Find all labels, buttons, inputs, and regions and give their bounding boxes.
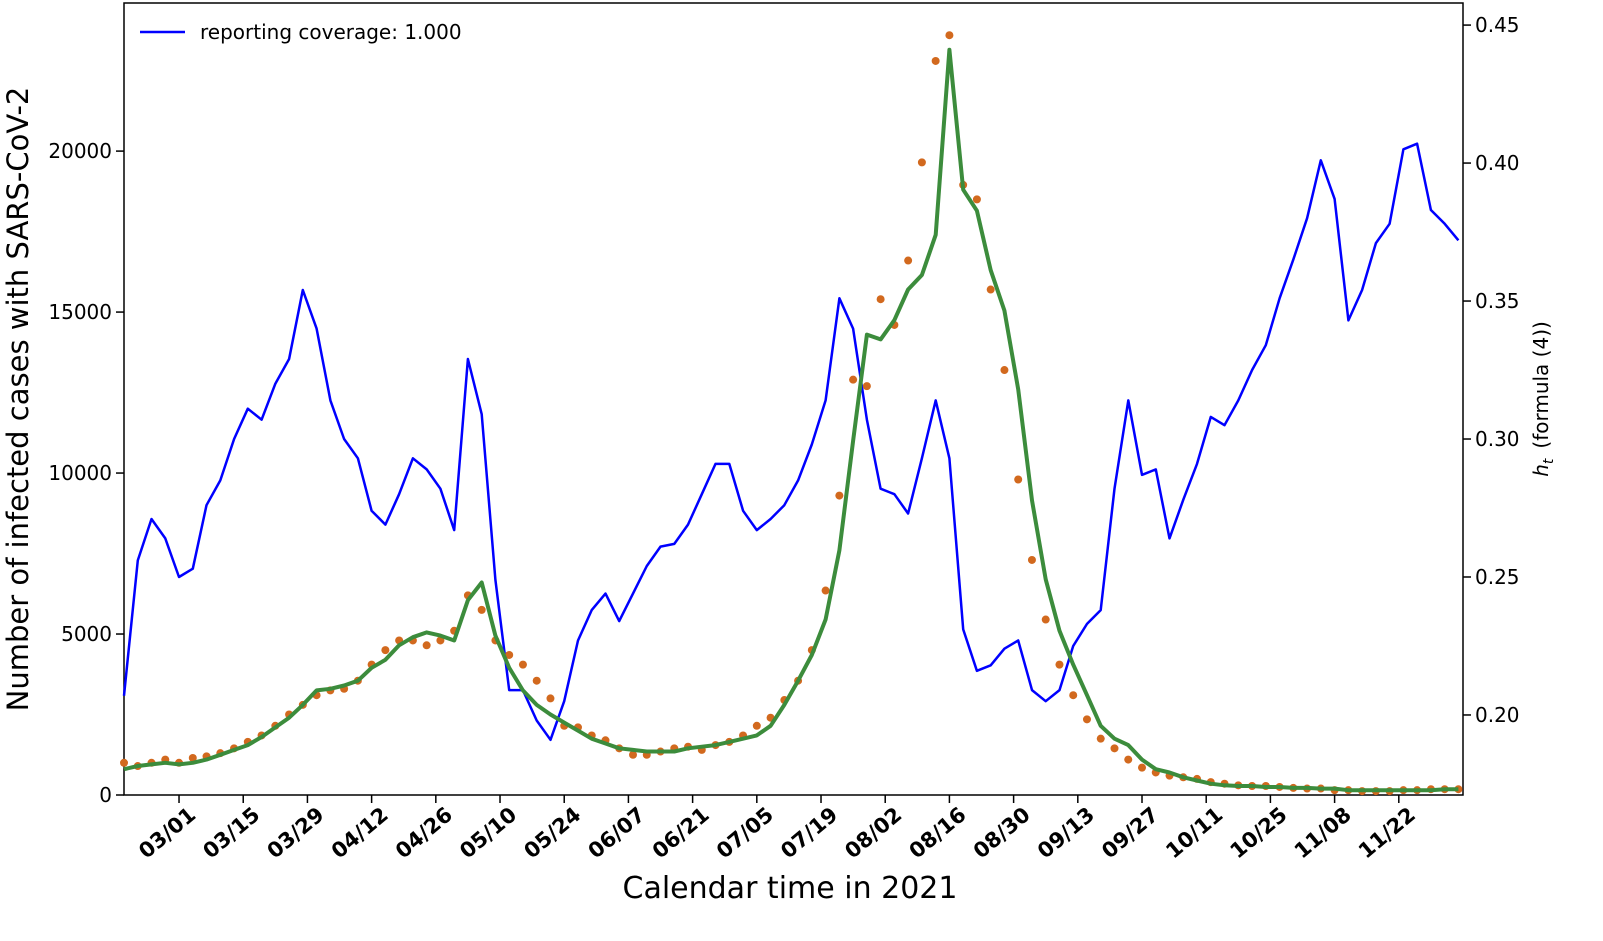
x-tick-label: 11/22: [1354, 802, 1420, 863]
data-point: [629, 750, 638, 759]
x-tick-label: 04/26: [391, 802, 457, 863]
data-point: [862, 382, 871, 391]
x-tick-label: 03/01: [134, 802, 200, 863]
x-tick-label: 04/12: [327, 802, 393, 863]
x-tick-label: 07/19: [776, 802, 842, 863]
series-line: [123, 47, 1459, 793]
x-tick-label: 05/24: [519, 802, 585, 863]
data-point: [1096, 734, 1105, 743]
plot-frame: [123, 2, 1464, 796]
data-point: [477, 605, 486, 614]
data-point: [546, 694, 555, 703]
x-tick-label: 09/13: [1033, 802, 1099, 863]
data-point: [849, 375, 858, 384]
data-point: [1027, 555, 1036, 564]
y2-label-subscript: t: [1541, 458, 1557, 464]
y-tick-label: 10000: [48, 461, 112, 485]
x-axis-label: Calendar time in 2021: [623, 871, 958, 906]
data-point: [876, 295, 885, 304]
data-point: [1082, 715, 1091, 724]
x-tick-label: 06/21: [648, 802, 714, 863]
y-tick-label: 20000: [48, 139, 112, 163]
y2-tick-label: 0.35: [1475, 289, 1520, 313]
y2-tick-label: 0.40: [1475, 151, 1520, 175]
y2-tick-label: 0.45: [1475, 13, 1520, 37]
y-tick-label: 15000: [48, 300, 112, 324]
data-point: [1110, 744, 1119, 753]
x-tick-label: 08/30: [969, 802, 1035, 863]
y2-label-symbol: h: [1529, 464, 1553, 477]
data-point: [381, 646, 390, 655]
data-point: [1055, 660, 1064, 669]
x-tick-label: 03/15: [198, 802, 264, 863]
data-point: [1014, 475, 1023, 484]
x-tick-label: 07/05: [712, 802, 778, 863]
x-tick-label: 08/02: [840, 802, 906, 863]
x-tick-label: 11/08: [1290, 802, 1356, 863]
y2-axis-label: ht (formula (4)): [1529, 321, 1557, 477]
data-point: [1041, 615, 1050, 624]
data-point: [931, 56, 940, 65]
data-point: [1000, 366, 1009, 375]
series-line: [122, 142, 1460, 742]
x-tick-label: 05/10: [455, 802, 521, 863]
data-point: [505, 650, 514, 659]
y-tick-label: 0: [99, 783, 112, 807]
data-point: [188, 753, 197, 762]
y2-tick-label: 0.20: [1475, 703, 1520, 727]
x-tick-label: 09/27: [1097, 802, 1163, 863]
data-point: [917, 158, 926, 167]
data-point: [972, 195, 981, 204]
data-point: [1069, 691, 1078, 700]
x-tick-label: 08/16: [905, 802, 971, 863]
y-tick-label: 5000: [61, 622, 112, 646]
data-point: [986, 285, 995, 294]
data-point: [422, 641, 431, 650]
data-point: [518, 660, 527, 669]
data-point: [945, 31, 954, 40]
data-point: [752, 721, 761, 730]
x-tick-label: 10/25: [1226, 802, 1292, 863]
y-axis-label: Number of infected cases with SARS-CoV-2: [1, 87, 35, 712]
data-point: [1124, 755, 1133, 764]
data-point: [120, 758, 128, 767]
x-tick-label: 03/29: [263, 802, 329, 863]
data-point: [1138, 763, 1147, 772]
x-tick-label: 10/11: [1161, 802, 1227, 863]
y2-tick-label: 0.25: [1475, 565, 1520, 589]
data-point: [904, 256, 913, 265]
data-point: [532, 676, 541, 685]
x-tick-label: 06/07: [584, 802, 650, 863]
data-point: [821, 586, 830, 595]
legend-label: reporting coverage: 1.000: [200, 20, 462, 44]
data-point: [835, 491, 844, 500]
y2-label-text: (formula (4)): [1529, 321, 1553, 448]
y2-tick-label: 0.30: [1475, 427, 1520, 451]
data-point: [436, 636, 445, 645]
